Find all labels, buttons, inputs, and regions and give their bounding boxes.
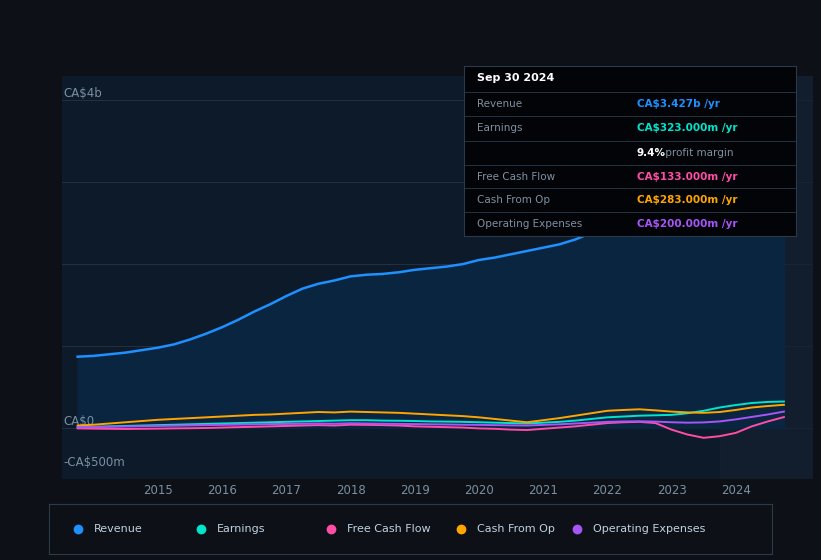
Text: CA$283.000m /yr: CA$283.000m /yr <box>637 195 737 206</box>
Text: CA$200.000m /yr: CA$200.000m /yr <box>637 220 737 230</box>
Text: Operating Expenses: Operating Expenses <box>477 220 582 230</box>
Text: CA$4b: CA$4b <box>63 87 102 100</box>
Text: Sep 30 2024: Sep 30 2024 <box>477 73 554 83</box>
Bar <box>720 76 813 479</box>
Text: Revenue: Revenue <box>477 99 522 109</box>
Text: Earnings: Earnings <box>217 524 265 534</box>
Text: CA$133.000m /yr: CA$133.000m /yr <box>637 171 737 181</box>
Text: Cash From Op: Cash From Op <box>477 195 550 206</box>
Text: Cash From Op: Cash From Op <box>477 524 555 534</box>
Text: 9.4%: 9.4% <box>637 148 666 157</box>
Text: profit margin: profit margin <box>662 148 733 157</box>
Text: -CA$500m: -CA$500m <box>63 456 125 469</box>
Text: Earnings: Earnings <box>477 123 523 133</box>
Text: Free Cash Flow: Free Cash Flow <box>347 524 430 534</box>
Text: Free Cash Flow: Free Cash Flow <box>477 171 555 181</box>
Text: CA$3.427b /yr: CA$3.427b /yr <box>637 99 720 109</box>
Text: CA$323.000m /yr: CA$323.000m /yr <box>637 123 737 133</box>
Text: CA$0: CA$0 <box>63 415 94 428</box>
Text: Revenue: Revenue <box>94 524 143 534</box>
Text: Operating Expenses: Operating Expenses <box>593 524 705 534</box>
